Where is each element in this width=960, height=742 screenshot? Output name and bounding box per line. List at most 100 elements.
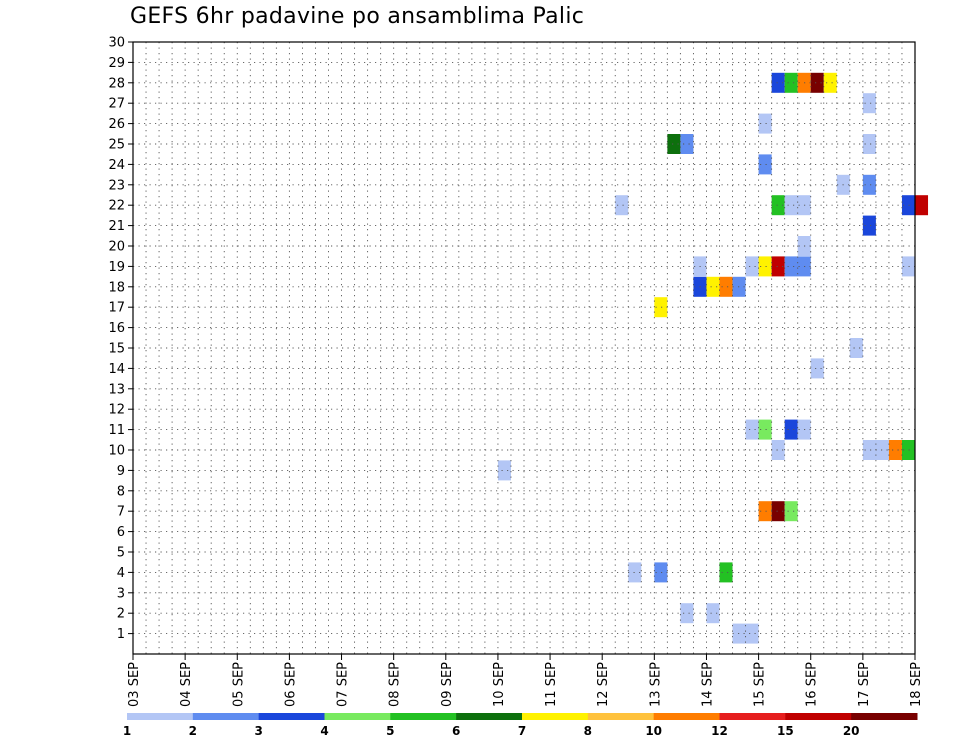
heatmap-cell	[784, 419, 798, 440]
heatmap-cell	[758, 419, 772, 440]
heatmap-cell	[784, 72, 798, 93]
y-tick-label: 28	[108, 76, 125, 91]
heatmap-cell	[771, 72, 785, 93]
legend-label: 3	[254, 724, 262, 738]
legend-label: 6	[452, 724, 460, 738]
heatmap-cell	[784, 195, 811, 216]
legend-swatch	[192, 713, 260, 720]
y-tick-label: 22	[108, 199, 125, 214]
heatmap-cell	[901, 440, 915, 460]
y-tick-label: 13	[108, 382, 125, 397]
legend-label: 10	[645, 724, 662, 738]
heatmap-cell	[784, 501, 798, 522]
legend-swatch	[258, 713, 325, 720]
x-tick-label: 10 SEP	[492, 662, 507, 707]
heatmap-cells	[497, 72, 929, 644]
y-tick-label: 20	[108, 240, 125, 255]
y-tick-label: 21	[108, 219, 125, 234]
x-tick-label: 06 SEP	[283, 662, 298, 707]
legend-swatch	[587, 713, 655, 720]
heatmap-cell	[810, 72, 824, 93]
heatmap-cell	[823, 72, 837, 93]
heatmap-cell	[862, 93, 876, 114]
y-tick-label: 23	[108, 178, 125, 193]
y-axis: 1234567891011121314151617181920212223242…	[108, 36, 133, 642]
x-tick-label: 12 SEP	[596, 662, 611, 707]
heatmap-cell	[497, 460, 511, 481]
x-tick-label: 05 SEP	[231, 662, 246, 707]
x-tick-label: 08 SEP	[388, 662, 403, 707]
heatmap-cell	[745, 419, 759, 440]
legend-swatch	[390, 713, 457, 720]
x-tick-label: 13 SEP	[648, 662, 663, 707]
heatmap-cell	[706, 603, 720, 624]
heatmap-cell	[862, 174, 876, 195]
heatmap-cell	[654, 297, 668, 318]
y-tick-label: 11	[108, 423, 125, 438]
x-tick-label: 17 SEP	[857, 662, 872, 707]
x-tick-label: 15 SEP	[753, 662, 768, 707]
heatmap-cell	[654, 562, 668, 583]
x-tick-label: 16 SEP	[805, 662, 820, 707]
heatmap-cell	[862, 215, 876, 236]
legend-label: 8	[584, 724, 592, 738]
legend-swatch	[851, 713, 918, 720]
legend-label: 12	[711, 724, 728, 738]
heatmap-cell	[915, 195, 929, 216]
y-tick-label: 2	[117, 607, 125, 622]
heatmap-cell	[667, 134, 681, 154]
chart-title: GEFS 6hr padavine po ansamblima Palic	[130, 4, 585, 29]
heatmap-cell	[706, 276, 720, 297]
legend-label: 4	[320, 724, 328, 738]
legend-swatch	[324, 713, 391, 720]
x-tick-label: 04 SEP	[179, 662, 194, 707]
color-legend: 1 2 3 4 5 6 7 8 10 12 15 20	[123, 713, 918, 738]
legend-label: 7	[518, 724, 526, 738]
legend-label: 2	[189, 724, 197, 738]
heatmap-cell	[719, 562, 733, 583]
heatmap-cell	[771, 501, 785, 522]
legend-label: 5	[386, 724, 394, 738]
y-tick-label: 9	[117, 464, 125, 479]
y-tick-label: 10	[108, 444, 125, 459]
y-tick-label: 1	[117, 627, 125, 642]
y-tick-label: 29	[108, 56, 125, 71]
legend-swatch	[522, 713, 589, 720]
y-tick-label: 19	[108, 260, 125, 275]
heatmap-cell	[719, 276, 733, 297]
heatmap-cell	[615, 195, 629, 216]
heatmap-cell	[771, 195, 785, 216]
heatmap-cell	[758, 501, 772, 522]
y-tick-label: 26	[108, 117, 125, 132]
heatmap-cell	[888, 440, 902, 460]
legend-swatch	[719, 713, 786, 720]
heatmap-cell	[758, 113, 772, 134]
heatmap-cell	[680, 134, 694, 154]
y-tick-label: 6	[117, 525, 125, 540]
y-tick-label: 12	[108, 403, 125, 418]
x-tick-label: 14 SEP	[700, 662, 715, 707]
y-tick-label: 24	[108, 158, 125, 173]
x-tick-label: 07 SEP	[336, 662, 351, 707]
legend-label: 20	[843, 724, 860, 738]
y-tick-label: 18	[108, 280, 125, 295]
heatmap-cell	[628, 562, 642, 583]
legend-swatch	[785, 713, 852, 720]
heatmap-cell	[901, 256, 915, 277]
y-tick-label: 17	[108, 301, 125, 316]
x-tick-label: 18 SEP	[909, 662, 924, 707]
heatmap-cell	[745, 256, 759, 277]
y-tick-label: 25	[108, 138, 125, 153]
y-tick-label: 16	[108, 321, 125, 336]
legend-swatch	[456, 713, 523, 720]
heatmap-cell	[680, 603, 694, 624]
x-tick-label: 03 SEP	[127, 662, 142, 707]
y-tick-label: 14	[108, 362, 125, 377]
heatmap-cell	[732, 623, 759, 644]
heatmap-cell	[901, 195, 915, 216]
heatmap-cell	[810, 358, 824, 379]
x-axis: 03 SEP 04 SEP 05 SEP 06 SEP 07 SEP 08 SEP 09 S…	[127, 654, 924, 707]
y-tick-label: 15	[108, 342, 125, 357]
y-tick-label: 5	[117, 546, 125, 561]
